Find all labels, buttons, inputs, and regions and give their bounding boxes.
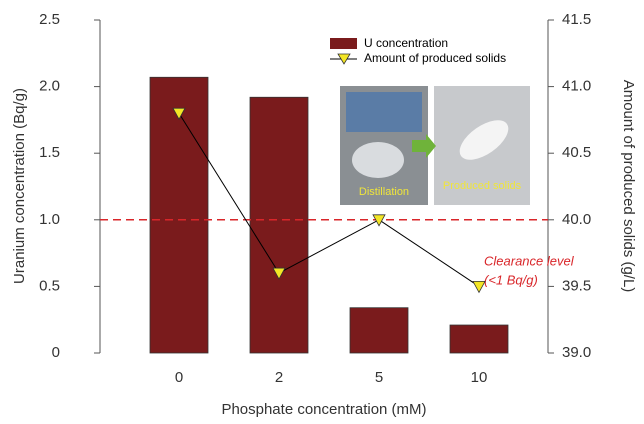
y-tick-label: 2.5 xyxy=(39,11,60,28)
y-tick-label: 1.5 xyxy=(39,144,60,161)
y2-tick-label: 41.5 xyxy=(562,11,591,28)
inset-label: Produced solids xyxy=(443,180,522,192)
y-tick-label: 1.0 xyxy=(39,211,60,228)
photo-detail xyxy=(346,92,422,132)
y-tick-label: 0 xyxy=(52,344,60,361)
x-tick-label: 10 xyxy=(471,369,488,386)
bar xyxy=(350,308,408,353)
y2-tick-label: 40.0 xyxy=(562,211,591,228)
y2-tick-label: 40.5 xyxy=(562,144,591,161)
chart: Phosphate concentration (mM) Uranium con… xyxy=(0,0,644,424)
x-tick-label: 5 xyxy=(375,369,383,386)
bar xyxy=(450,325,508,353)
inset-label: Distillation xyxy=(359,186,409,198)
y-tick-label: 0.5 xyxy=(39,277,60,294)
x-tick-label: 0 xyxy=(175,369,183,386)
photo-detail xyxy=(352,142,404,178)
legend-label: U concentration xyxy=(364,36,448,50)
y2-tick-label: 41.0 xyxy=(562,78,591,95)
y-axis-label: Uranium concentration (Bq/g) xyxy=(11,88,28,284)
reference-label: Clearance level xyxy=(484,253,575,268)
y2-tick-label: 39.0 xyxy=(562,344,591,361)
legend-label: Amount of produced solids xyxy=(364,51,506,65)
bar xyxy=(250,97,308,353)
y2-axis-label: Amount of produced solids (g/L) xyxy=(620,80,637,293)
x-axis-label: Phosphate concentration (mM) xyxy=(221,401,426,418)
x-tick-label: 2 xyxy=(275,369,283,386)
y2-tick-label: 39.5 xyxy=(562,277,591,294)
reference-sublabel: (<1 Bq/g) xyxy=(484,272,538,287)
legend-swatch xyxy=(330,38,357,49)
y-tick-label: 2.0 xyxy=(39,78,60,95)
